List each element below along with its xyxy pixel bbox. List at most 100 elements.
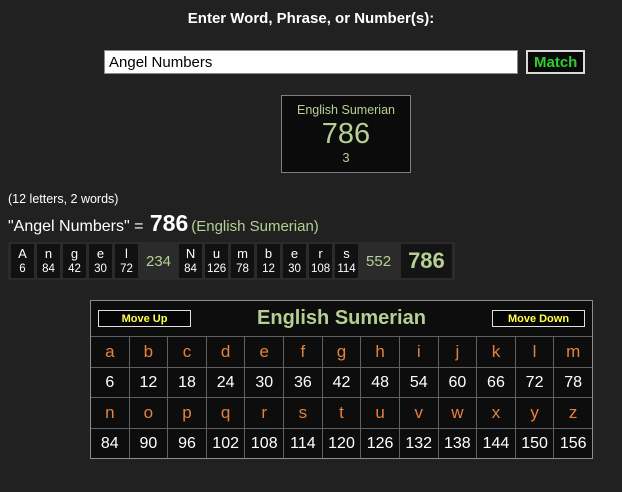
breakdown-letter-value: 72 — [120, 263, 133, 275]
cipher-letter-cell: a — [91, 337, 129, 367]
cipher-value-cell: 30 — [245, 368, 284, 397]
breakdown-letter-value: 30 — [288, 263, 301, 275]
cipher-letter-cell: o — [129, 398, 168, 428]
result-match-count: 3 — [342, 150, 350, 165]
cipher-letter-cell: d — [206, 337, 245, 367]
cipher-value-cell: 66 — [477, 368, 515, 397]
cipher-value-cell: 120 — [322, 429, 361, 458]
breakdown-letter-value: 84 — [42, 263, 55, 275]
cipher-table-title: English Sumerian — [257, 307, 426, 329]
breakdown-letter-value: 30 — [94, 263, 107, 275]
result-value: 786 — [321, 118, 371, 150]
cipher-letter-cell: f — [284, 337, 322, 367]
cipher-result-box[interactable]: English Sumerian 786 3 — [281, 95, 411, 173]
breakdown-letter: A — [18, 246, 27, 261]
cipher-letter-cell: j — [438, 337, 477, 367]
breakdown-letter-cell: e 30 — [283, 244, 307, 278]
breakdown-letter-value: 126 — [206, 263, 227, 275]
cipher-value-cell: 150 — [515, 429, 554, 458]
cipher-value-cell: 18 — [168, 368, 206, 397]
breakdown-letter-cell: n 84 — [37, 244, 60, 278]
breakdown-letter-value: 78 — [236, 263, 249, 275]
breakdown-letter-cell: e 30 — [89, 244, 112, 278]
breakdown-letter: N — [185, 246, 196, 261]
cipher-letter-cell: k — [477, 337, 515, 367]
breakdown-letter: m — [237, 246, 248, 261]
cipher-value-cell: 114 — [284, 429, 322, 458]
cipher-value-cell: 54 — [399, 368, 438, 397]
move-down-button[interactable]: Move Down — [492, 310, 585, 327]
cipher-letter-cell: r — [245, 398, 284, 428]
cipher-letter-cell: q — [206, 398, 245, 428]
move-up-button[interactable]: Move Up — [98, 310, 191, 327]
equation-cipher: (English Sumerian) — [191, 218, 319, 235]
breakdown-letter-value: 42 — [68, 263, 81, 275]
breakdown-letter-value: 12 — [262, 263, 275, 275]
breakdown-letter-value: 84 — [184, 263, 197, 275]
cipher-letter-cell: s — [284, 398, 322, 428]
cipher-value-cell: 96 — [168, 429, 206, 458]
breakdown-letter-value: 108 — [310, 263, 331, 275]
cipher-letter-cell: l — [515, 337, 554, 367]
breakdown-letter-value: 114 — [337, 263, 356, 275]
cipher-value-cell: 90 — [129, 429, 168, 458]
equation-value: 786 — [149, 210, 189, 236]
breakdown-letter-cell: N 84 — [179, 244, 203, 278]
cipher-value-cell: 126 — [361, 429, 399, 458]
letter-breakdown-strip: A 6 n 84 g 42 e 30 l 72 234 N 84 u 126 m 78 b 12 e 30 r 108 s 11… — [8, 242, 455, 280]
breakdown-letter: e — [290, 246, 299, 261]
cipher-letter-cell: u — [361, 398, 399, 428]
equation-line: "Angel Numbers" = 786 (English Sumerian) — [8, 210, 319, 237]
word-subtotal: 234 — [146, 252, 172, 270]
breakdown-letter-cell: g 42 — [63, 244, 86, 278]
cipher-value-cell: 84 — [91, 429, 129, 458]
cipher-value-cell: 6 — [91, 368, 129, 397]
cipher-letter-cell: h — [361, 337, 399, 367]
letters-words-note: (12 letters, 2 words) — [8, 192, 119, 206]
word-subtotal: 552 — [366, 252, 392, 270]
breakdown-letter: u — [212, 246, 221, 261]
breakdown-letter-cell: u 126 — [205, 244, 229, 278]
cipher-value-cell: 24 — [206, 368, 245, 397]
result-cipher-name: English Sumerian — [297, 103, 395, 117]
breakdown-letter-cell: r 108 — [309, 244, 333, 278]
cipher-value-cell: 156 — [554, 429, 592, 458]
cipher-letter-cell: m — [554, 337, 592, 367]
breakdown-letter-cell: s 114 — [335, 244, 359, 278]
breakdown-letter: r — [318, 246, 323, 261]
cipher-value-cell: 78 — [554, 368, 592, 397]
cipher-letter-cell: n — [91, 398, 129, 428]
cipher-table-header: Move Up English Sumerian Move Down — [91, 301, 592, 336]
breakdown-letter: s — [343, 246, 350, 261]
cipher-value-cell: 144 — [477, 429, 515, 458]
cipher-letter-cell: i — [399, 337, 438, 367]
cipher-letter-cell: g — [322, 337, 361, 367]
breakdown-total: 786 — [401, 244, 452, 278]
cipher-value-cell: 138 — [438, 429, 477, 458]
cipher-letter-cell: z — [554, 398, 592, 428]
breakdown-letter-cell: l 72 — [115, 244, 138, 278]
breakdown-letter: e — [96, 246, 105, 261]
breakdown-letter: g — [70, 246, 79, 261]
cipher-letter-value-grid: a b c d e f g h i j k l m 6 12 18 24 30 36 42 48 54 60 66 72 78 n o… — [91, 336, 592, 458]
phrase-input[interactable] — [104, 50, 518, 74]
cipher-value-cell: 102 — [206, 429, 245, 458]
breakdown-letter: l — [125, 246, 128, 261]
cipher-value-cell: 36 — [284, 368, 322, 397]
cipher-letter-cell: e — [245, 337, 284, 367]
cipher-letter-cell: x — [477, 398, 515, 428]
cipher-value-cell: 72 — [515, 368, 554, 397]
match-button[interactable]: Match — [526, 50, 586, 74]
equation-phrase: "Angel Numbers" — [8, 218, 130, 235]
breakdown-letter-cell: m 78 — [231, 244, 255, 278]
breakdown-letter-cell: b 12 — [257, 244, 281, 278]
page-title: Enter Word, Phrase, or Number(s): — [187, 10, 435, 27]
breakdown-letter: b — [264, 246, 273, 261]
equation-equals: = — [129, 218, 148, 235]
breakdown-letter: n — [44, 246, 53, 261]
cipher-letter-cell: v — [399, 398, 438, 428]
cipher-letter-cell: b — [129, 337, 168, 367]
cipher-value-cell: 108 — [245, 429, 284, 458]
cipher-letter-cell: w — [438, 398, 477, 428]
